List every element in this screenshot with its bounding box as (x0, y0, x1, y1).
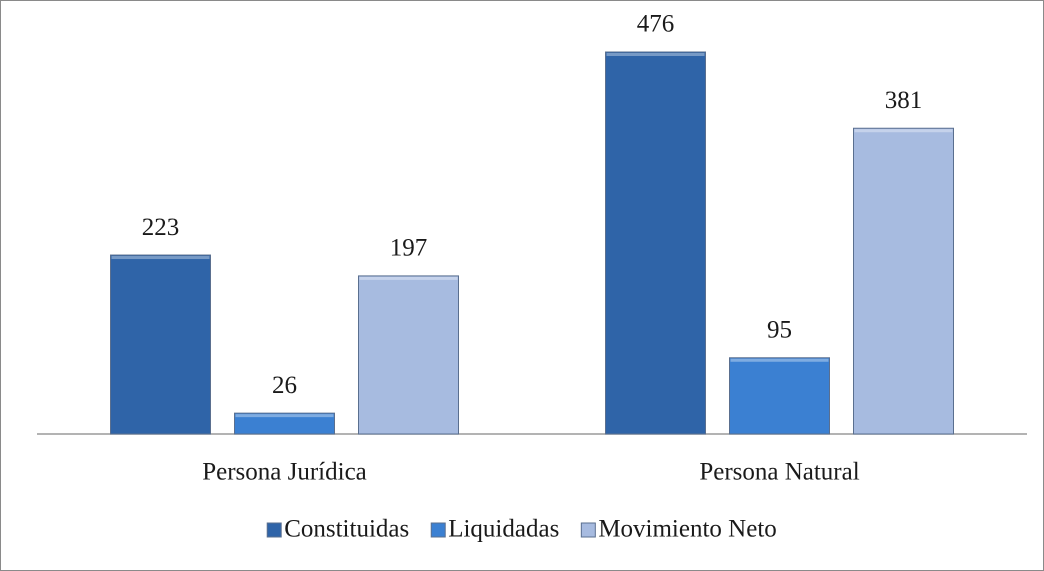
data-label: 197 (390, 235, 428, 262)
bar (358, 275, 459, 435)
data-label: 381 (885, 87, 923, 114)
data-label: 26 (272, 372, 297, 399)
data-label: 223 (142, 214, 180, 241)
bar (853, 127, 954, 435)
legend-label: Movimiento Neto (598, 516, 776, 543)
bar-highlight (730, 358, 829, 362)
data-label: 476 (637, 11, 675, 38)
x-tick-label: Persona Jurídica (202, 459, 367, 486)
legend-label: Constituidas (284, 516, 409, 543)
bar (729, 357, 830, 435)
bar (605, 51, 706, 435)
bar-highlight (111, 256, 210, 260)
bar-highlight (854, 129, 953, 133)
bar (110, 254, 211, 435)
legend-label: Liquidadas (448, 516, 559, 543)
bar (234, 412, 335, 435)
data-label: 95 (767, 316, 792, 343)
bar-highlight (606, 53, 705, 56)
legend-swatch (430, 522, 446, 538)
legend-swatch (580, 522, 596, 538)
legend-swatch (266, 522, 282, 538)
bar-highlight (359, 276, 458, 280)
x-tick-label: Persona Natural (699, 459, 859, 486)
bar-highlight (235, 414, 334, 418)
